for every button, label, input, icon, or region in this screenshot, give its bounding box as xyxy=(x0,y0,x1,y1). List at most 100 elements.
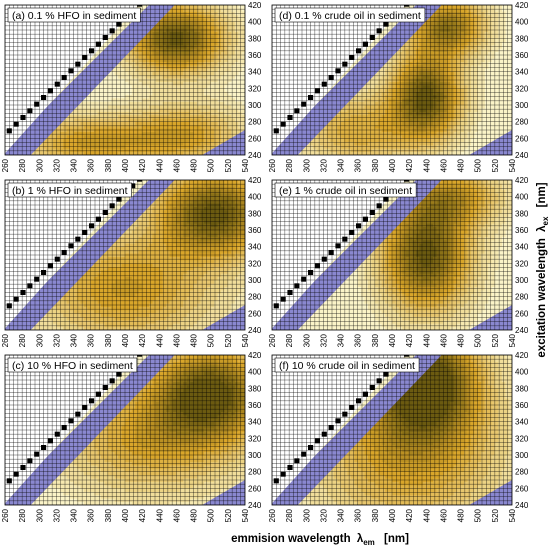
x-tick-label: 460 xyxy=(439,158,448,172)
heatmap-cell xyxy=(173,81,177,86)
heatmap-cell xyxy=(316,148,321,152)
heatmap-cell xyxy=(145,273,150,277)
heatmap-cell xyxy=(155,108,160,112)
heatmap-cell xyxy=(169,131,174,136)
heatmap-cell xyxy=(457,25,461,29)
heatmap-cell xyxy=(429,51,434,56)
heatmap-cell xyxy=(104,313,109,317)
heatmap-cell xyxy=(214,118,218,122)
heatmap-cell xyxy=(186,8,191,12)
heatmap-cell xyxy=(210,48,215,52)
heatmap-cell xyxy=(436,88,441,92)
heatmap-cell xyxy=(59,135,64,139)
heatmap-cell xyxy=(145,41,150,46)
heatmap-cell xyxy=(231,71,236,76)
heatmap-cell xyxy=(193,21,198,26)
heatmap-cell xyxy=(111,273,116,277)
heatmap-cell xyxy=(135,266,140,271)
heatmap-cell xyxy=(179,115,184,119)
heatmap-cell xyxy=(83,125,88,129)
heatmap-cell xyxy=(357,105,362,109)
heatmap-cell xyxy=(197,41,201,46)
heatmap-cell xyxy=(145,125,150,129)
heatmap-cell xyxy=(214,105,218,109)
heatmap-cell xyxy=(231,41,236,46)
heatmap-cell xyxy=(350,131,355,136)
heatmap-cell xyxy=(224,48,229,52)
heatmap-cell xyxy=(440,148,444,152)
heatmap-cell xyxy=(405,91,410,96)
heatmap-cell xyxy=(388,131,393,136)
heatmap-cell xyxy=(419,131,424,136)
heatmap-cell xyxy=(453,125,458,129)
heatmap-cell xyxy=(378,85,383,89)
heatmap-cell xyxy=(210,25,215,29)
heatmap-cell xyxy=(176,5,181,9)
heatmap-cell xyxy=(453,38,458,42)
heatmap-cell xyxy=(412,131,417,136)
heatmap-cell xyxy=(190,58,194,62)
heatmap-cell xyxy=(385,65,389,69)
heatmap-cell xyxy=(155,118,160,122)
heatmap-cell xyxy=(333,131,338,136)
heatmap-cell xyxy=(169,118,174,122)
masked-region xyxy=(5,5,139,154)
heatmap-cell xyxy=(221,81,225,86)
heatmap-cell xyxy=(457,58,461,62)
heatmap-cell xyxy=(224,55,229,59)
heatmap-cell xyxy=(440,138,444,142)
mask-edge-cell xyxy=(137,5,143,7)
panel-label-box xyxy=(7,7,141,23)
heatmap-cell xyxy=(90,131,95,136)
heatmap-cell xyxy=(125,280,129,284)
y-tick-label: 420 xyxy=(515,1,529,10)
heatmap-cell xyxy=(224,41,229,46)
heatmap-cell xyxy=(368,118,372,122)
heatmap-cell xyxy=(460,18,465,22)
heatmap-cell xyxy=(214,31,218,36)
heatmap-cell xyxy=(125,71,129,76)
heatmap-cell xyxy=(70,135,74,139)
heatmap-cell xyxy=(145,71,150,76)
heatmap-cell xyxy=(422,108,427,112)
heatmap-cell xyxy=(385,115,389,119)
heatmap-cell xyxy=(388,135,393,139)
heatmap-cell xyxy=(443,15,448,19)
heatmap-cell xyxy=(405,121,410,126)
heatmap-cell xyxy=(412,118,417,122)
heatmap-cell xyxy=(159,25,164,29)
heatmap-cell xyxy=(197,148,201,152)
heatmap-cell xyxy=(159,81,164,86)
heatmap-cell xyxy=(83,300,88,304)
heatmap-cell xyxy=(371,138,376,142)
heatmap-cell xyxy=(203,48,208,52)
heatmap-cell xyxy=(186,68,191,72)
heatmap-cell xyxy=(193,101,198,106)
heatmap-cell xyxy=(207,65,212,69)
heatmap-cell xyxy=(135,276,140,281)
heatmap-cell xyxy=(395,88,400,92)
heatmap-cell xyxy=(162,71,167,76)
heatmap-cell xyxy=(145,296,150,301)
heatmap-cell xyxy=(231,5,236,9)
heatmap-cell xyxy=(323,138,328,142)
heatmap-cell xyxy=(111,141,116,146)
heatmap-cell xyxy=(49,141,54,146)
heatmap-cell xyxy=(104,131,109,136)
heatmap-cell xyxy=(238,125,242,129)
heatmap-cell xyxy=(118,326,122,330)
heatmap-cell xyxy=(207,88,212,92)
heatmap-cell xyxy=(66,131,71,136)
heatmap-cell xyxy=(419,65,424,69)
heatmap-cell xyxy=(186,125,191,129)
heatmap-cell xyxy=(203,85,208,89)
mask-edge-cell xyxy=(369,35,375,40)
heatmap-cell xyxy=(83,138,88,142)
heatmap-cell xyxy=(203,108,208,112)
heatmap-cell xyxy=(56,148,61,152)
heatmap-cell xyxy=(125,151,129,155)
mask-edge-cell xyxy=(404,5,410,7)
heatmap-cell xyxy=(94,296,98,301)
heatmap-cell xyxy=(429,81,434,86)
heatmap-cell xyxy=(357,131,362,136)
